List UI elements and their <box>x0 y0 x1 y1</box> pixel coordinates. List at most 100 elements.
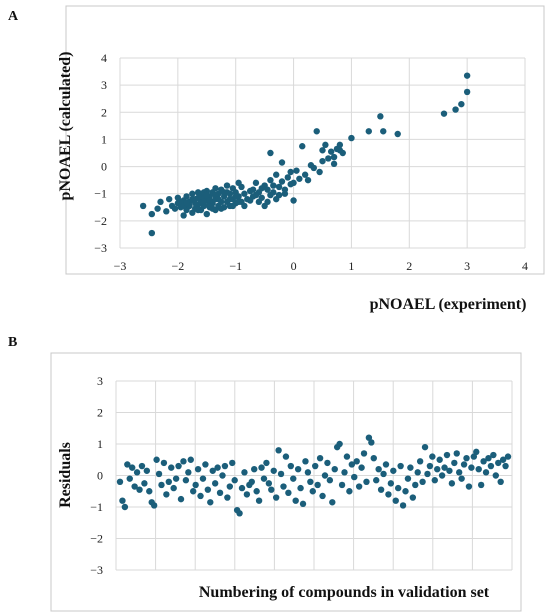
panel-b-data-point <box>163 491 170 498</box>
panel-b-data-point <box>426 462 434 470</box>
panel-a-data-point <box>463 72 471 79</box>
panel-a-data-point <box>258 185 265 192</box>
panel-a-data-point <box>322 141 329 149</box>
panel-b-data-point <box>499 456 507 463</box>
panel-b-data-point <box>451 459 458 467</box>
panel-a-x-tick-label: 3 <box>464 259 470 273</box>
panel-b-data-point <box>429 453 436 460</box>
panel-a-data-point <box>273 171 280 178</box>
panel-b-data-point <box>468 464 475 471</box>
panel-b-data-point <box>314 481 321 489</box>
panel-a-data-point <box>189 190 196 197</box>
panel-b-data-point <box>375 466 382 473</box>
panel-a-chart: A −3 −2 −1 0 1 2 3 4 −3 −2 −1 0 1 2 3 4 pNOAEL (calcul… <box>8 5 545 313</box>
panel-a-x-tick-label: 0 <box>291 259 297 273</box>
panel-a-x-axis-title: pNOAEL (experiment) <box>370 296 527 313</box>
panel-b-data-point <box>265 480 273 487</box>
panel-a-data-point <box>246 197 254 204</box>
panel-a-data-point <box>336 141 344 149</box>
panel-b-data-point <box>177 495 185 503</box>
panel-a-points <box>139 72 471 237</box>
panel-b-data-point <box>297 484 304 492</box>
panel-a-y-tick-label: 3 <box>101 78 107 92</box>
panel-b-data-point <box>243 491 251 498</box>
panel-b-data-point <box>419 478 426 485</box>
panel-a-data-point <box>296 175 303 182</box>
panel-a-y-tick-label: 4 <box>101 51 107 65</box>
panel-b-x-axis-title: Numbering of compounds in validation set <box>199 584 490 601</box>
panel-a-data-point <box>458 100 465 108</box>
panel-a-data-point <box>281 186 289 193</box>
panel-b-data-point <box>424 470 431 478</box>
panel-a-data-point <box>171 205 179 212</box>
panel-b-data-point <box>394 484 402 492</box>
panel-b-data-point <box>126 475 133 482</box>
panel-b-data-point <box>211 480 219 487</box>
panel-a-data-point <box>183 200 190 207</box>
panel-b-data-point <box>331 466 338 473</box>
panel-b-data-point <box>136 486 143 493</box>
panel-b-data-point <box>482 469 490 476</box>
panel-a-data-point <box>380 128 387 135</box>
panel-b-data-point <box>172 475 180 482</box>
panel-b-y-tick-label: 2 <box>97 406 103 420</box>
panel-b-data-point <box>409 494 417 501</box>
panel-a-x-tick-label: 2 <box>406 259 412 273</box>
panel-b-data-point <box>190 488 197 495</box>
panel-a-data-point <box>165 195 173 203</box>
panel-a-data-point <box>249 186 257 193</box>
panel-b-data-point <box>475 466 482 473</box>
panel-a-y-axis-title: pNOAEL (calculated) <box>57 52 74 201</box>
panel-b-data-point <box>180 458 187 465</box>
panel-a-data-point <box>226 195 234 203</box>
panel-a-data-point <box>299 143 306 150</box>
panel-b-data-point <box>470 453 478 460</box>
panel-b-data-point <box>453 450 460 457</box>
panel-a-data-point <box>348 134 355 142</box>
panel-a-x-tick-label: −1 <box>229 259 242 273</box>
panel-a-data-point <box>287 181 294 188</box>
panel-b-data-point <box>460 461 468 468</box>
panel-b-data-point <box>121 503 129 511</box>
panel-b-data-point <box>385 491 392 498</box>
panel-b-data-point <box>421 443 429 451</box>
panel-b-data-point <box>248 478 255 485</box>
panel-a-data-point <box>194 206 202 214</box>
panel-b-data-point <box>285 489 292 497</box>
panel-b-y-tick-label: 0 <box>97 469 103 483</box>
panel-b-data-point <box>292 497 299 504</box>
panel-a-data-point <box>229 202 237 210</box>
panel-a-data-point <box>440 110 448 117</box>
panel-b-data-point <box>307 478 314 485</box>
panel-b-data-point <box>253 488 260 495</box>
panel-a-data-point <box>148 229 156 237</box>
panel-a-data-point <box>313 128 320 135</box>
panel-a-data-point <box>215 195 222 203</box>
panel-a-data-point <box>203 210 210 218</box>
panel-b-data-point <box>448 480 456 487</box>
panel-b-data-point <box>143 467 151 474</box>
panel-a-data-point <box>241 202 248 210</box>
panel-b-data-point <box>175 462 182 470</box>
panel-a-data-point <box>241 190 248 197</box>
panel-b-data-point <box>129 464 136 471</box>
panel-b-data-point <box>438 472 446 479</box>
panel-b-data-point <box>416 458 424 465</box>
panel-b-data-point <box>348 461 356 468</box>
panel-a-data-point <box>365 128 372 135</box>
panel-b-data-point <box>226 483 234 490</box>
panel-b-data-point <box>329 499 336 506</box>
panel-b-chart: B −3 −2 −1 0 1 2 3 Residuals Numbering of comp… <box>8 335 522 612</box>
panel-a-data-point <box>325 155 332 162</box>
panel-b-y-axis-title: Residuals <box>57 442 74 508</box>
panel-b-data-point <box>280 483 287 490</box>
panel-b-data-point <box>209 467 216 474</box>
panel-b-data-point <box>382 461 390 468</box>
panel-b-data-point <box>165 478 173 485</box>
panel-b-data-point <box>299 500 307 508</box>
panel-b-data-point <box>324 459 331 467</box>
panel-b-data-point <box>490 451 497 459</box>
panel-a-y-tick-label: 2 <box>101 105 107 119</box>
panel-a-data-point <box>377 113 384 120</box>
